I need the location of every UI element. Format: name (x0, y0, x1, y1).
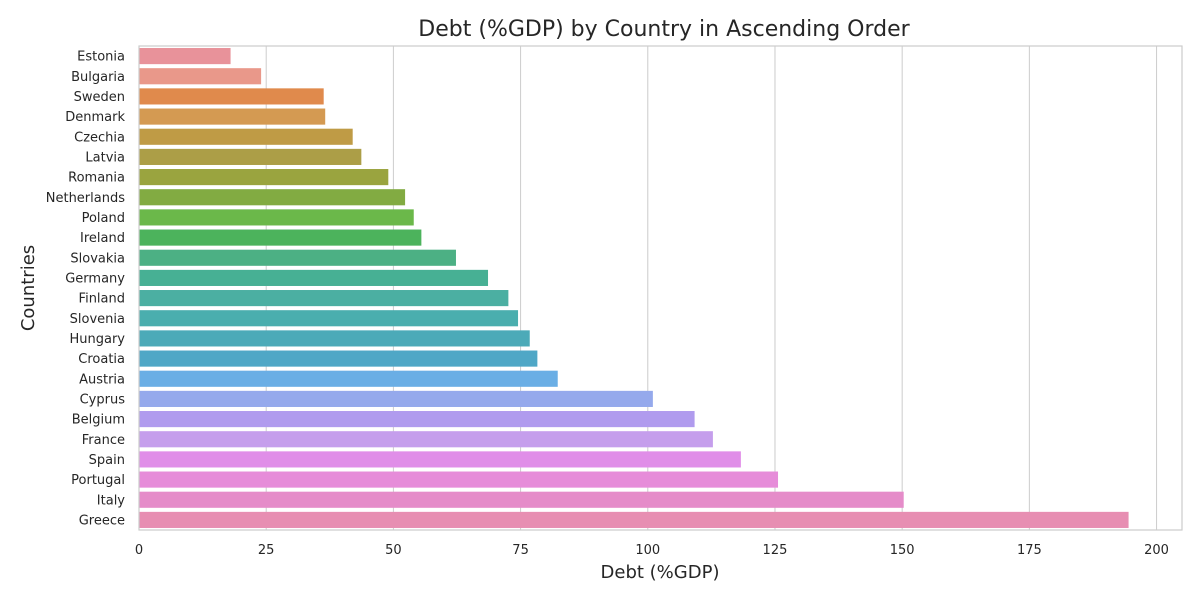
y-tick-label: Portugal (71, 473, 125, 488)
y-tick-label: Germany (65, 271, 125, 286)
x-tick-labels: 0 25 50 75 100 125 150 175 200 (135, 543, 1169, 558)
y-tick-label: Ireland (80, 231, 125, 246)
bar-finland (139, 290, 509, 307)
y-axis-label: Countries (18, 245, 39, 331)
bar-sweden (139, 88, 324, 105)
y-tick-label: France (82, 433, 125, 448)
bar-cyprus (139, 390, 653, 407)
y-tick-label: Slovenia (70, 312, 125, 327)
bar-germany (139, 269, 489, 286)
x-tick-label: 0 (135, 543, 143, 558)
y-tick-labels: Estonia Bulgaria Sweden Denmark Czechia Latvi… (46, 50, 126, 529)
bar-hungary (139, 330, 530, 347)
y-tick-label: Finland (79, 292, 125, 307)
y-tick-label: Bulgaria (71, 70, 125, 85)
bar-netherlands (139, 189, 406, 206)
x-tick-label: 50 (385, 543, 402, 558)
y-tick-label: Poland (82, 211, 125, 226)
y-tick-label: Spain (89, 453, 125, 468)
bar-latvia (139, 148, 362, 165)
x-tick-label: 75 (512, 543, 529, 558)
plot-frame (138, 45, 1183, 531)
bar-bulgaria (139, 68, 262, 85)
y-tick-label: Hungary (69, 332, 125, 347)
bar-italy (139, 491, 904, 508)
x-tick-label: 150 (890, 543, 915, 558)
y-tick-label: Czechia (74, 130, 125, 145)
bar-slovakia (139, 249, 456, 266)
x-tick-label: 25 (258, 543, 275, 558)
bar-estonia (139, 48, 231, 65)
y-tick-label: Cyprus (80, 392, 126, 407)
bar-slovenia (139, 310, 519, 327)
bar-portugal (139, 471, 779, 488)
bar-belgium (139, 411, 695, 428)
y-tick-label: Estonia (77, 50, 125, 65)
bar-spain (139, 451, 741, 468)
y-tick-label: Croatia (78, 352, 125, 367)
bar-austria (139, 370, 558, 387)
bar-czechia (139, 128, 353, 145)
y-tick-label: Netherlands (46, 191, 125, 206)
y-tick-label: Romania (68, 171, 125, 186)
y-tick-label: Denmark (65, 110, 125, 125)
grid-lines (138, 46, 1158, 530)
x-axis-label: Debt (%GDP) (601, 562, 720, 583)
x-tick-label: 125 (763, 543, 788, 558)
y-tick-label: Belgium (72, 413, 125, 428)
x-tick-label: 200 (1144, 543, 1169, 558)
bar-france (139, 431, 713, 448)
bar-croatia (139, 350, 538, 367)
x-tick-label: 100 (635, 543, 660, 558)
y-tick-label: Greece (79, 513, 125, 528)
y-tick-label: Sweden (74, 90, 125, 105)
y-tick-label: Slovakia (70, 251, 125, 266)
x-tick-label: 175 (1017, 543, 1042, 558)
bar-poland (139, 209, 414, 226)
chart-title: Debt (%GDP) by Country in Ascending Orde… (418, 17, 910, 42)
bar-greece (139, 511, 1129, 528)
y-tick-label: Austria (79, 372, 125, 387)
bar-romania (139, 169, 389, 186)
bar-denmark (139, 108, 326, 125)
y-tick-label: Latvia (85, 150, 125, 165)
y-tick-label: Italy (97, 493, 126, 508)
bars-group (139, 48, 1129, 528)
bar-ireland (139, 229, 422, 246)
